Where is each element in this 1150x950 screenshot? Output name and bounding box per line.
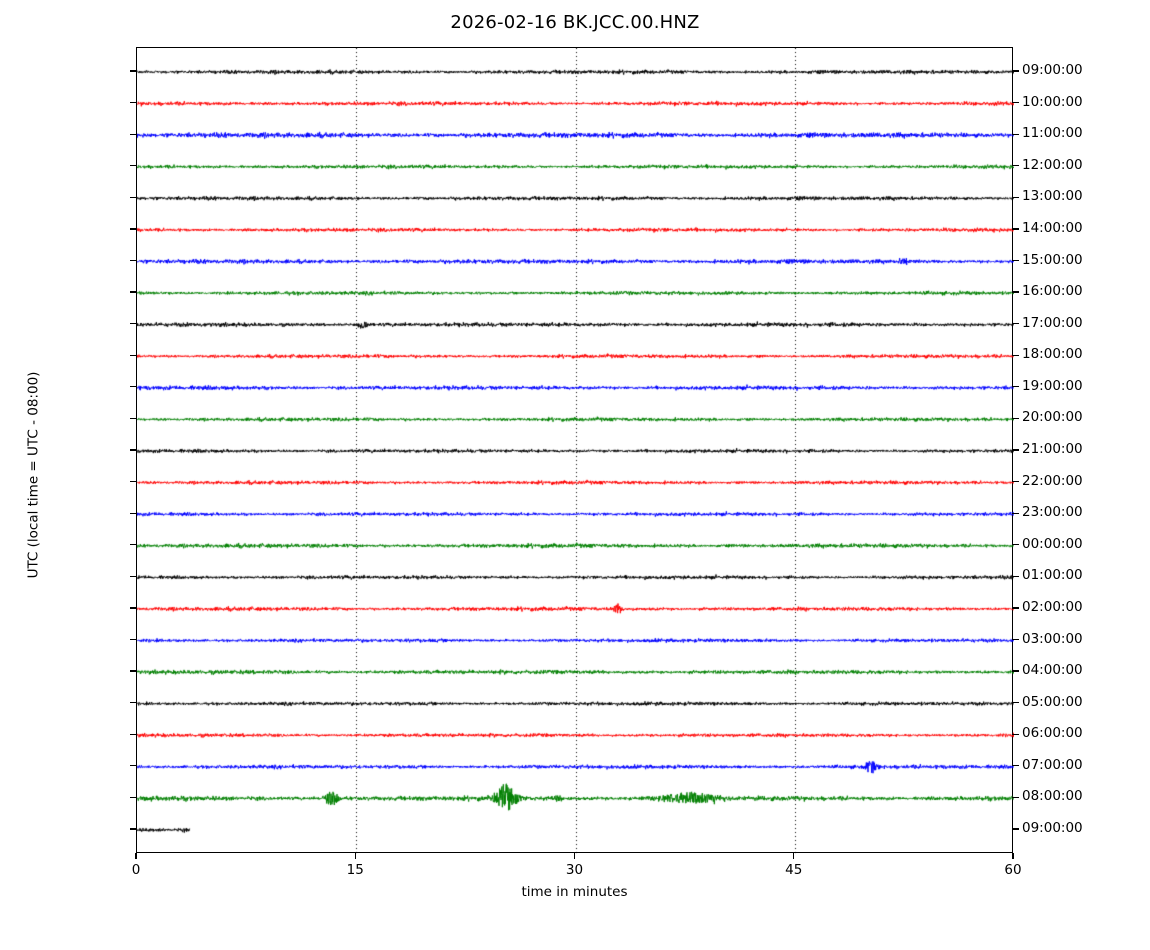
y-axis-right-label: 12:00:00 [1022,156,1083,173]
y-axis-right-tick [1012,417,1019,420]
y-axis-right-label: 06:00:00 [1022,725,1083,742]
y-axis-right-label: 08:00:00 [1022,788,1083,805]
y-axis-left-tick [130,259,137,262]
y-axis-left-tick [130,796,137,799]
y-axis-left-tick [130,228,137,230]
y-axis-right-label: 09:00:00 [1022,62,1083,78]
y-axis-right-tick [1012,196,1019,198]
y-axis-left-tick [130,575,137,577]
y-axis-left-tick [130,354,137,356]
y-axis-right-label: 19:00:00 [1022,377,1083,394]
y-axis-right-tick [1012,133,1019,135]
x-axis-tick [1012,853,1014,859]
y-axis-right-label: 03:00:00 [1022,630,1083,647]
seismic-trace-canvas [137,48,1014,854]
y-axis-right-label: 15:00:00 [1022,251,1083,268]
y-axis-right-tick [1012,512,1019,514]
y-axis-right-label: 01:00:00 [1022,567,1083,584]
y-axis-left-tick [130,670,137,672]
y-axis-left-tick [130,638,137,641]
y-axis-right-tick [1012,386,1019,388]
x-axis-tick-label: 45 [785,862,803,878]
y-axis-right-tick [1012,733,1019,735]
x-axis-tick-label: 0 [131,862,141,878]
y-axis-right-tick [1012,796,1019,799]
y-axis-right-tick [1012,70,1019,72]
x-axis-tick [135,853,137,859]
y-axis-right-label: 05:00:00 [1022,693,1083,710]
y-axis-left-tick [130,702,137,704]
y-axis-right-tick [1012,575,1019,577]
y-axis-right-tick [1012,323,1019,325]
y-axis-right-tick [1012,228,1019,230]
y-axis-right-label: 17:00:00 [1022,314,1083,331]
y-axis-right-label: 13:00:00 [1022,188,1083,205]
y-axis-left-tick [130,196,137,198]
y-axis-left-tick [130,133,137,135]
page-title: 2026-02-16 BK.JCC.00.HNZ [450,12,700,33]
y-axis-right-label: 22:00:00 [1022,472,1083,489]
y-axis-right-tick [1012,259,1019,262]
y-axis-right-label: 18:00:00 [1022,346,1083,363]
y-axis-right-tick [1012,291,1019,293]
x-axis-tick [354,853,356,859]
y-axis-left-tick [130,512,137,514]
y-axis-right-tick [1012,101,1019,104]
y-axis-label: UTC (local time = UTC - 08:00) [22,0,44,950]
y-axis-left-tick [130,323,137,325]
y-axis-right-label: 23:00:00 [1022,504,1083,521]
y-axis-right-label: 07:00:00 [1022,756,1083,773]
y-axis-left-tick [130,765,137,767]
y-axis-right-tick [1012,702,1019,704]
y-axis-right-label: 02:00:00 [1022,598,1083,615]
y-axis-left-tick [130,607,137,609]
y-axis-left-tick [130,101,137,104]
x-axis-tick-label: 15 [346,862,364,878]
y-axis-left-tick [130,828,137,830]
y-axis-right-tick [1012,480,1019,483]
y-axis-left-tick [130,480,137,483]
y-axis-right-label: 09:00:00 [1022,820,1083,836]
y-axis-right-tick [1012,607,1019,609]
y-axis-right-label: 00:00:00 [1022,535,1083,552]
y-axis-right-label: 04:00:00 [1022,662,1083,679]
y-axis-right-tick [1012,544,1019,546]
y-axis-left-tick [130,544,137,546]
y-axis-right-label: 11:00:00 [1022,125,1083,142]
y-axis-right-label: 20:00:00 [1022,409,1083,426]
y-axis-left-tick [130,291,137,293]
y-axis-right-label: 10:00:00 [1022,93,1083,110]
y-axis-right-label: 14:00:00 [1022,219,1083,236]
plot-area [136,47,1014,854]
x-axis-tick-label: 30 [565,862,584,878]
y-axis-right-tick [1012,449,1019,451]
y-axis-right-tick [1012,670,1019,672]
y-axis-left-tick [130,417,137,420]
y-axis-right-tick [1012,354,1019,356]
x-axis-tick-label: 60 [1004,862,1022,878]
y-axis-right-tick [1012,638,1019,641]
y-axis-right-tick [1012,828,1019,830]
y-axis-right-label: 16:00:00 [1022,283,1083,300]
x-axis-label: time in minutes [521,884,628,900]
y-axis-left-tick [130,733,137,735]
y-axis-left-tick [130,449,137,451]
y-axis-right-tick [1012,765,1019,767]
y-axis-left-tick [130,70,137,72]
x-axis-tick [793,853,795,859]
y-axis-right-label: 21:00:00 [1022,441,1083,457]
y-axis-left-tick [130,165,137,167]
x-axis-tick [573,853,576,859]
y-axis-label-text: UTC (local time = UTC - 08:00) [25,371,42,579]
y-axis-right-tick [1012,165,1019,167]
y-axis-left-tick [130,386,137,388]
